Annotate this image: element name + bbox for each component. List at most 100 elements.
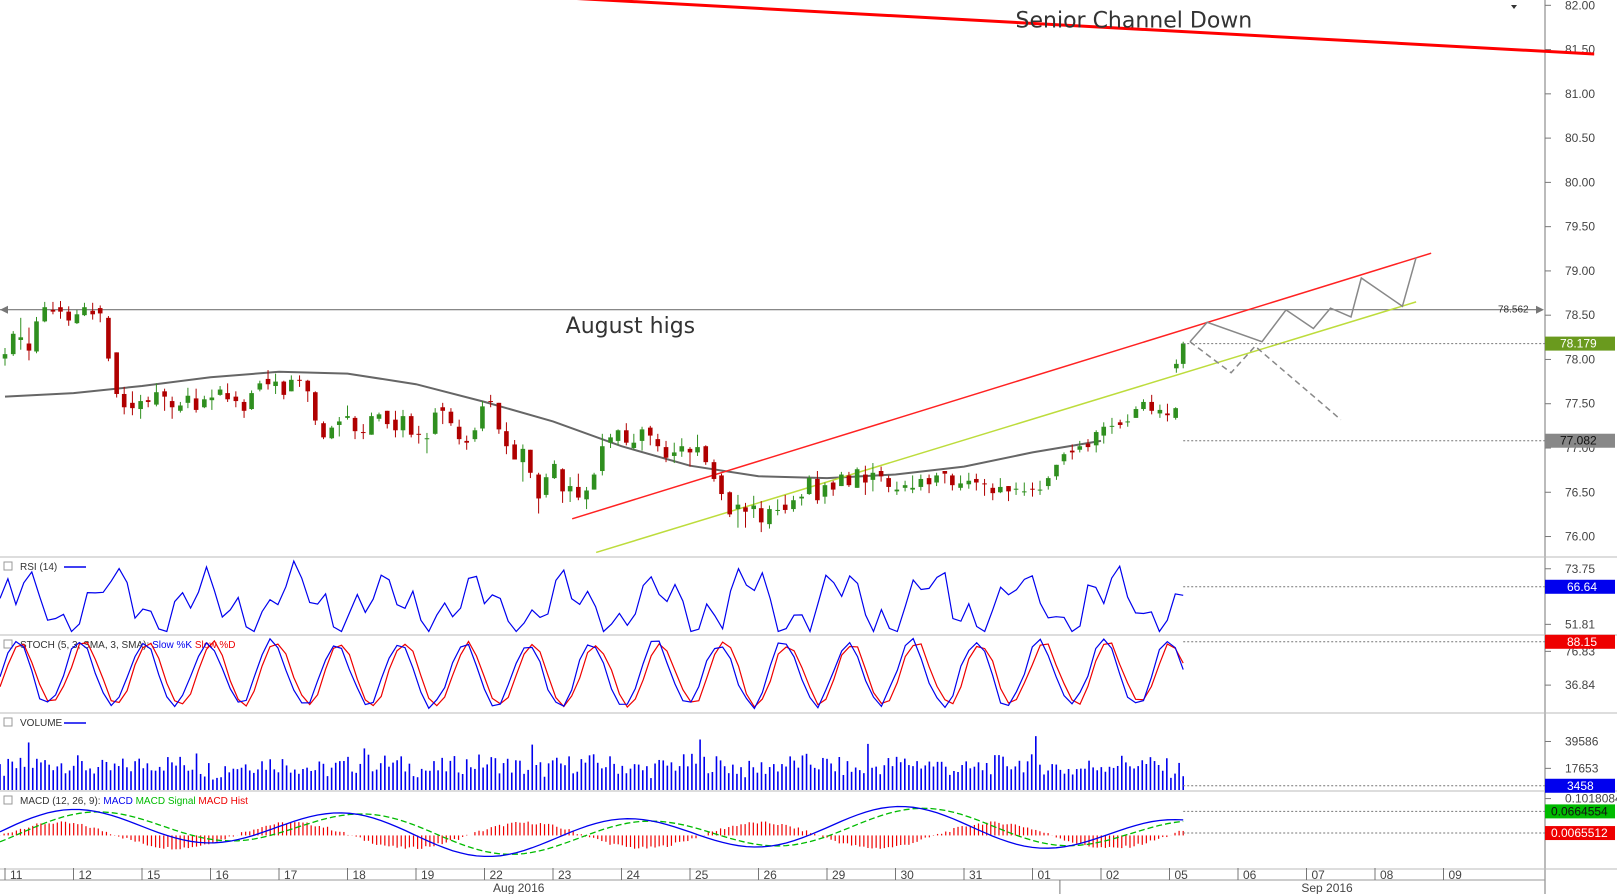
line-end-arrow <box>0 305 8 314</box>
pane-toggle-icon <box>3 639 13 649</box>
candle-body <box>432 412 438 434</box>
candle-body <box>926 478 932 485</box>
candle-body <box>631 442 637 448</box>
candle-body <box>528 449 533 473</box>
candle-body <box>950 475 955 486</box>
date-tick-label: 09 <box>1449 868 1463 882</box>
date-tick-label: 15 <box>147 868 161 882</box>
candle-body <box>576 486 581 498</box>
candle-body <box>815 478 820 501</box>
candle-body <box>806 478 812 495</box>
candle-body <box>608 437 613 443</box>
senior-channel-down-line <box>576 0 1595 56</box>
candle-body <box>1180 343 1186 364</box>
macd-legend-item: MACD Hist <box>196 796 248 807</box>
candle-body <box>1157 409 1163 414</box>
candle-body <box>1101 426 1107 436</box>
candle-body <box>1109 425 1115 427</box>
candle-body <box>169 401 175 408</box>
august-highs-value: 78.562 <box>1498 305 1529 316</box>
candle-body <box>1045 478 1051 487</box>
candle-body <box>758 508 764 523</box>
date-tick-label: 07 <box>1312 868 1326 882</box>
candle-body <box>520 448 526 463</box>
candle-body <box>1030 488 1035 490</box>
candle-body <box>281 381 287 395</box>
candle-body <box>552 463 557 479</box>
rsi-pane-label: RSI (14) <box>20 562 57 573</box>
candle-body <box>711 462 717 479</box>
last-price-badge <box>1545 336 1615 351</box>
candle-body <box>1054 464 1059 477</box>
month-label: Sep 2016 <box>1301 881 1353 894</box>
candle-body <box>830 482 836 490</box>
ma-value-badge <box>1545 433 1615 448</box>
candle-body <box>1069 450 1075 453</box>
candle-body <box>512 444 517 460</box>
candle-body <box>536 474 541 499</box>
price-tick-label: 78.00 <box>1565 352 1595 366</box>
candle-body <box>854 469 860 488</box>
candle-body <box>360 432 366 434</box>
chart-annotation: August higs <box>566 314 695 339</box>
price-tick-label: 76.00 <box>1565 530 1595 544</box>
candle-body <box>154 392 159 405</box>
candle-body <box>408 416 414 435</box>
candle-body <box>791 500 796 510</box>
candle-body <box>369 416 374 435</box>
price-tick-label: 80.00 <box>1565 175 1595 189</box>
candle-body <box>58 307 63 312</box>
candle-body <box>846 475 852 486</box>
candle-body <box>249 393 254 410</box>
macd-signal-line <box>0 807 1184 855</box>
candle-body <box>1077 446 1083 450</box>
candle-body <box>1173 408 1178 418</box>
date-tick-label: 05 <box>1175 868 1189 882</box>
candle-body <box>687 448 693 453</box>
macd-pane-label: MACD (12, 26, 9): MACD MACD Signal MACD … <box>20 796 248 807</box>
stoch-d-line <box>0 639 1184 708</box>
date-tick-label: 18 <box>353 868 367 882</box>
stoch-legend-item: Slow %D <box>192 640 235 651</box>
date-tick-label: 19 <box>421 868 435 882</box>
projection-down-path <box>1189 341 1342 421</box>
candle-body <box>217 389 223 395</box>
candle-body <box>1006 486 1011 492</box>
candle-body <box>894 489 900 492</box>
candle-body <box>50 309 56 312</box>
date-tick-label: 29 <box>832 868 846 882</box>
candle-body <box>560 469 565 492</box>
candle-body <box>1174 363 1179 369</box>
chart-annotation: Senior Channel Down <box>1016 8 1253 33</box>
candle-body <box>990 487 996 494</box>
candle-body <box>966 480 972 485</box>
macd-hist-last-label: 0.0065512 <box>1551 826 1608 840</box>
candle-body <box>352 417 358 432</box>
candle-body <box>114 352 119 394</box>
volume-last-badge <box>1545 778 1615 793</box>
macd-line <box>0 805 1184 858</box>
candle-body <box>297 379 302 381</box>
rsi-last-badge <box>1545 579 1615 594</box>
candle-body <box>345 416 350 418</box>
macd-tick-label: 0.1018084 <box>1565 792 1617 806</box>
candle-body <box>1013 488 1019 490</box>
candle-body <box>870 472 876 480</box>
date-tick-label: 22 <box>490 868 504 882</box>
candle-body <box>1085 443 1091 448</box>
date-tick-label: 08 <box>1380 868 1394 882</box>
volume-pane-label: VOLUME <box>20 718 63 729</box>
moving-average-line <box>4 370 1102 480</box>
candle-body <box>193 398 199 410</box>
pane-toggle-icon <box>3 795 13 805</box>
candle-body <box>663 447 669 458</box>
candle-body <box>998 486 1003 493</box>
date-tick-label: 16 <box>216 868 230 882</box>
candle-body <box>225 393 230 400</box>
candle-body <box>400 416 406 431</box>
candle-body <box>1133 409 1139 418</box>
candle-body <box>440 407 446 411</box>
channel-lower-line <box>595 301 1417 554</box>
candle-body <box>2 354 8 359</box>
